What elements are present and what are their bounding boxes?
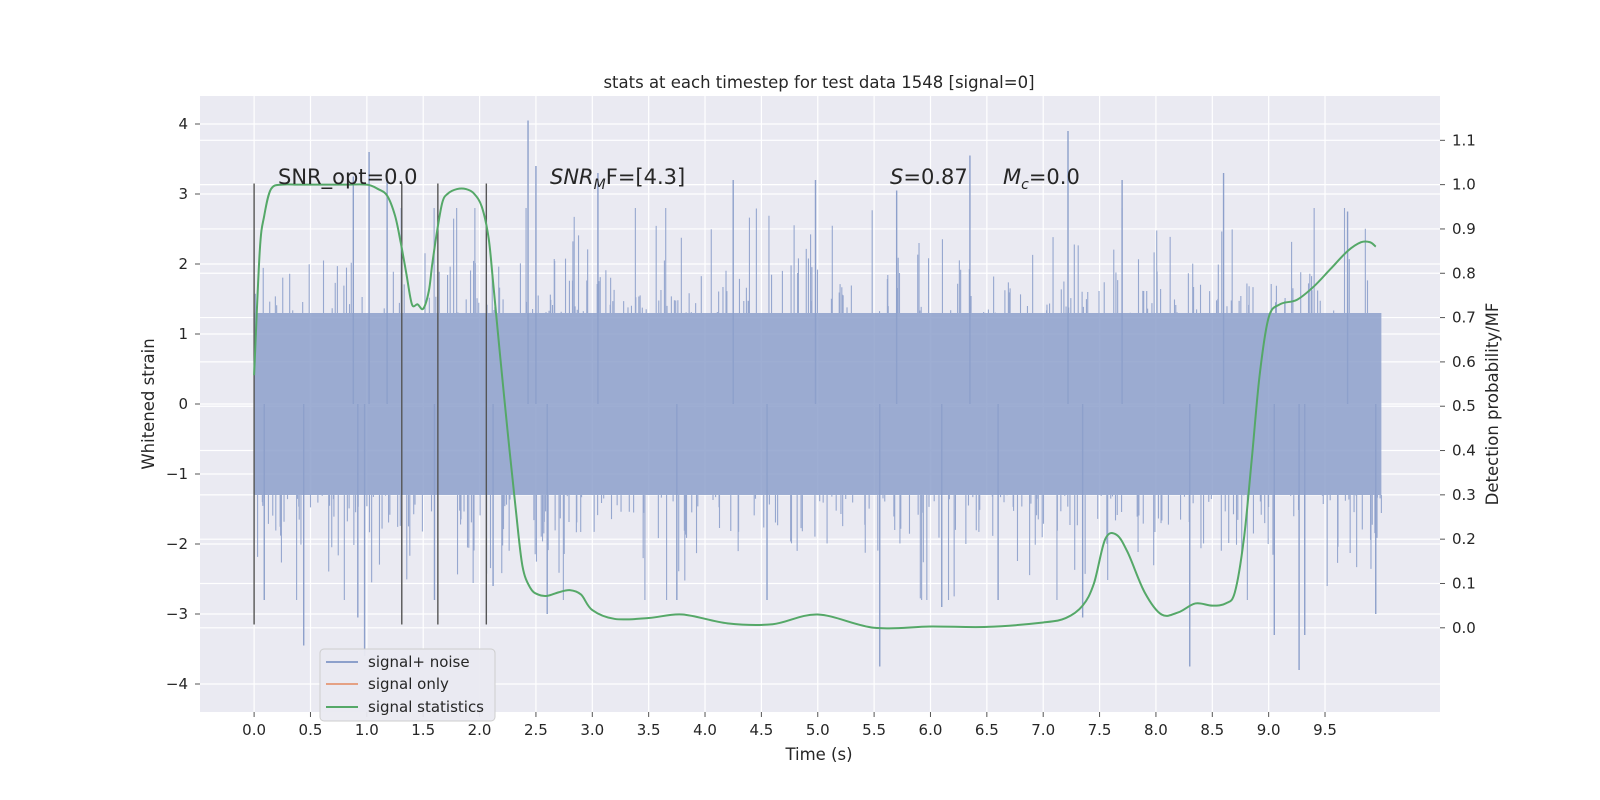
y2-axis-label: Detection probability/MF (1483, 303, 1502, 506)
x-tick-label: 4.0 (693, 721, 717, 739)
x-tick-label: 1.5 (411, 721, 435, 739)
chart-title: stats at each timestep for test data 154… (603, 73, 1034, 92)
x-tick-label: 7.0 (1031, 721, 1055, 739)
noise-envelope (254, 313, 1382, 495)
y2-tick-label: 0.7 (1452, 309, 1476, 327)
y-tick-label: −3 (166, 605, 188, 623)
y-tick-label: −1 (166, 465, 188, 483)
y2-tick-label: 0.8 (1452, 264, 1476, 282)
x-tick-label: 9.0 (1257, 721, 1281, 739)
x-tick-label: 6.0 (919, 721, 943, 739)
y2-tick-label: 0.0 (1452, 619, 1476, 637)
legend-box (319, 648, 496, 722)
y2-tick-label: 0.6 (1452, 353, 1476, 371)
x-tick-label: 2.0 (468, 721, 492, 739)
x-tick-label: 4.5 (749, 721, 773, 739)
annotation-snr-mf-sub: M (594, 177, 606, 193)
x-tick-label: 6.5 (975, 721, 999, 739)
y2-tick-label: 0.4 (1452, 442, 1476, 460)
signal-statistics-series (253, 183, 1377, 630)
y2-tick-label: 0.3 (1452, 486, 1476, 504)
annotation-mc-value: =0.0 (1029, 165, 1080, 189)
y-tick-label: 4 (178, 115, 188, 133)
x-tick-label: 0.5 (299, 721, 323, 739)
y-tick-label: −4 (166, 675, 188, 693)
legend: signal+ noise signal only signal statist… (319, 648, 496, 722)
y-axis-label: Whitened strain (139, 338, 158, 469)
y-tick-label: −2 (166, 535, 188, 553)
x-tick-label: 8.5 (1200, 721, 1224, 739)
noise-series (254, 120, 1382, 670)
annotation-snr-mf: SNRMF=[4.3] (550, 165, 685, 193)
y2-tick-label: 0.9 (1452, 220, 1476, 238)
y-tick-label: 1 (178, 325, 188, 343)
x-tick-label: 5.0 (806, 721, 830, 739)
legend-label-signal-statistics: signal statistics (368, 698, 484, 716)
y-tick-label: 0 (178, 395, 188, 413)
x-axis-label: Time (s) (784, 745, 852, 764)
y2-tick-label: 0.2 (1452, 530, 1476, 548)
x-tick-label: 3.5 (637, 721, 661, 739)
y-tick-label: 2 (178, 255, 188, 273)
x-tick-label: 8.0 (1144, 721, 1168, 739)
annotation-snr-mf-main: SNR (550, 165, 594, 189)
legend-label-signal-noise: signal+ noise (368, 653, 470, 671)
y-tick-label: 3 (178, 185, 188, 203)
legend-label-signal-only: signal only (368, 675, 449, 693)
annotation-s-value: =0.87 (903, 165, 967, 189)
x-tick-label: 1.0 (355, 721, 379, 739)
y2-tick-label: 1.1 (1452, 131, 1476, 149)
x-tick-label: 2.5 (524, 721, 548, 739)
x-tick-label: 9.5 (1313, 721, 1337, 739)
y2-tick-label: 0.1 (1452, 574, 1476, 592)
signal-statistics-line (253, 183, 1377, 630)
vertical-markers (253, 183, 488, 625)
y2-tick-label: 1.0 (1452, 176, 1476, 194)
y2-tick-label: 0.5 (1452, 397, 1476, 415)
annotation-snr-mf-tail: F=[4.3] (606, 165, 685, 189)
annotation-s: S=0.87 (890, 165, 968, 189)
annotation-mc-main: M (1003, 165, 1021, 189)
annotation-mc: Mc=0.0 (1003, 165, 1080, 193)
annotation-snr-opt: SNR_opt=0.0 (278, 165, 418, 190)
annotation-mc-sub: c (1021, 177, 1029, 193)
annotation-s-main: S (890, 165, 903, 189)
x-tick-label: 5.5 (862, 721, 886, 739)
tick-labels: 0.0 0.5 1.0 1.5 2.0 2.5 3.0 3.5 4.0 4.5 5.0 5.5 6.0 6… (166, 115, 1476, 739)
x-tick-label: 7.5 (1088, 721, 1112, 739)
x-tick-label: 3.0 (580, 721, 604, 739)
x-tick-label: 0.0 (242, 721, 266, 739)
